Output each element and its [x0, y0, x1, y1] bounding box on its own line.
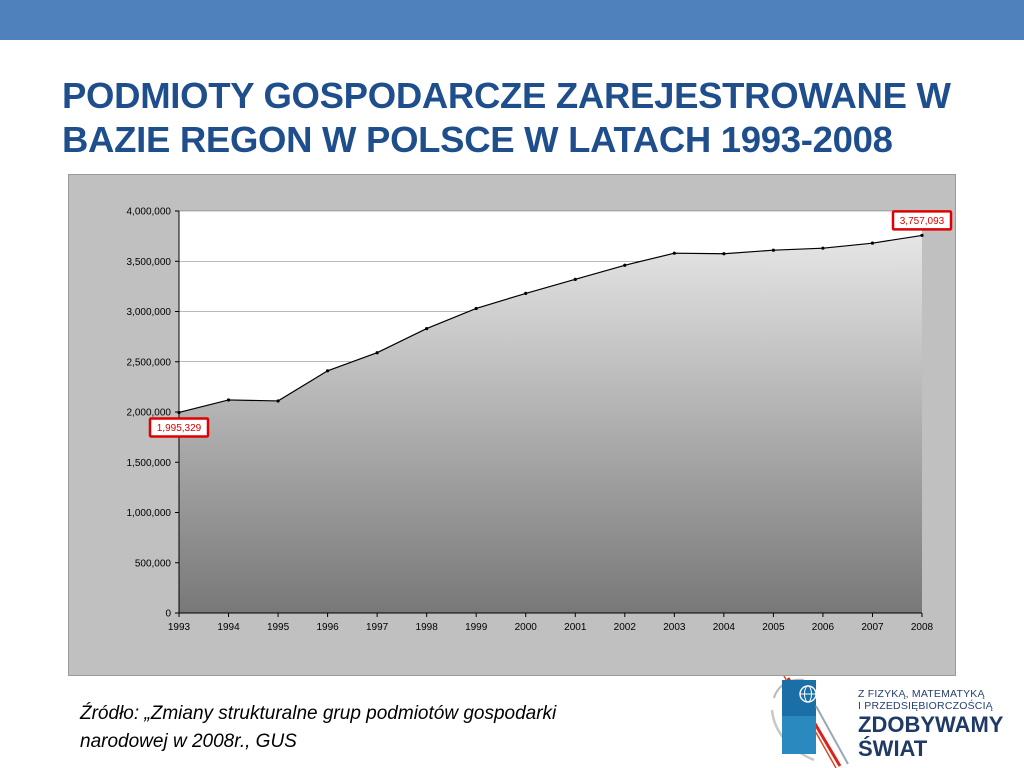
data-point	[920, 233, 924, 238]
data-point	[623, 263, 627, 267]
x-tick-label: 1993	[168, 622, 191, 633]
series-line	[178, 234, 923, 414]
data-point	[672, 251, 676, 255]
data-point	[425, 326, 429, 331]
y-tick-label: 500,000	[135, 558, 172, 569]
data-point	[573, 277, 577, 281]
logo-line1: Z FIZYKĄ, MATEMATYKĄ	[858, 688, 985, 700]
x-tick-label: 1994	[217, 622, 240, 633]
area-fill	[179, 235, 922, 613]
data-point	[524, 291, 528, 296]
y-tick-label: 0	[165, 609, 171, 620]
x-tick-label: 1999	[465, 622, 488, 633]
data-label-box	[148, 417, 210, 438]
data-point	[474, 306, 478, 311]
x-tick-label: 2008	[911, 622, 934, 633]
x-tick-label: 1998	[416, 622, 439, 633]
y-tick-label: 2,000,000	[127, 408, 172, 419]
data-label: 1,995,329	[157, 423, 202, 434]
source-line1: Źródło: „Zmiany strukturalne grup podmio…	[80, 703, 557, 724]
x-tick-label: 2002	[614, 622, 637, 633]
logo-line4: ŚWIAT	[858, 736, 928, 761]
x-tick-label: 2005	[762, 622, 785, 633]
y-tick-label: 4,000,000	[127, 207, 172, 218]
data-point	[326, 369, 330, 373]
slide-title-line2: bazie REGON w Polsce w latach 1993-2008	[62, 119, 893, 160]
x-tick-label: 1996	[316, 622, 339, 633]
x-tick-label: 2003	[663, 622, 686, 633]
x-tick-label: 2006	[812, 622, 835, 633]
chart-frame: 0 500,000 1,000,000 1,500,000 2,000,000 2,500…	[68, 174, 956, 676]
x-tick-label: 2007	[861, 622, 884, 633]
area-chart: 0 500,000 1,000,000 1,500,000 2,000,000 2,500…	[127, 207, 953, 633]
data-point	[226, 398, 231, 402]
logo-line3: ZDOBYWAMY	[858, 712, 1004, 737]
slide-title: Podmioty gospodarcze zarejestrowane w baz…	[62, 74, 1002, 162]
x-tick-label: 2004	[713, 622, 736, 633]
x-tick-label: 1995	[267, 622, 290, 633]
project-logo: Z FIZYKĄ, MATEMATYKĄ I PRZEDSIĘBIORCZOŚC…	[770, 676, 1024, 768]
y-tick-label: 3,500,000	[127, 257, 172, 268]
x-tick-label: 2000	[515, 622, 538, 633]
y-tick-label: 1,000,000	[127, 508, 172, 519]
source-note: Źródło: „Zmiany strukturalne grup podmio…	[80, 700, 720, 756]
y-tick-label: 2,500,000	[127, 357, 172, 368]
x-tick-label: 2001	[564, 622, 587, 633]
data-label: 3,757,093	[900, 216, 945, 227]
globe-logo-icon	[770, 676, 849, 768]
x-tick-label: 1997	[366, 622, 389, 633]
source-line2: narodowej w 2008r., GUS	[80, 731, 297, 752]
data-point	[276, 399, 280, 403]
data-label-box	[891, 210, 953, 231]
data-point	[821, 246, 825, 250]
data-point	[870, 241, 875, 245]
logo-line2: I PRZEDSIĘBIORCZOŚCIĄ	[858, 700, 993, 712]
data-point	[722, 252, 726, 256]
y-tick-label: 1,500,000	[127, 458, 172, 469]
slide-title-line1: Podmioty gospodarcze zarejestrowane w	[62, 75, 951, 116]
data-point	[375, 351, 379, 355]
data-point	[771, 248, 776, 252]
top-accent-bar	[0, 0, 1024, 40]
y-tick-label: 3,000,000	[127, 307, 172, 318]
